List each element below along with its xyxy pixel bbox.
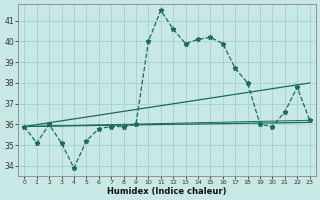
- X-axis label: Humidex (Indice chaleur): Humidex (Indice chaleur): [107, 187, 227, 196]
